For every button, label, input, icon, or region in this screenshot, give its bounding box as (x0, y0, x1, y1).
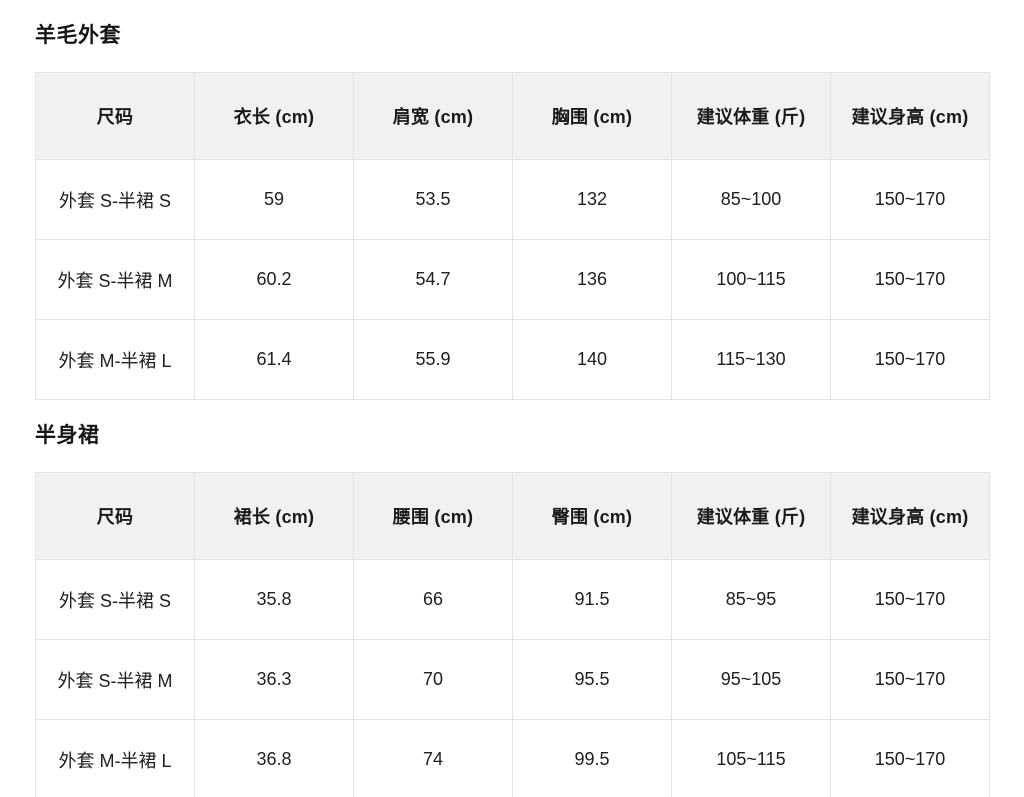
value-cell: 85~95 (671, 559, 831, 640)
value-cell: 115~130 (671, 319, 831, 400)
header-row: 尺码 衣长 (cm) 肩宽 (cm) 胸围 (cm) 建议体重 (斤) 建议身高… (35, 72, 990, 160)
header-cell-hip: 臀围 (cm) (512, 472, 672, 560)
header-row: 尺码 裙长 (cm) 腰围 (cm) 臀围 (cm) 建议体重 (斤) 建议身高… (35, 472, 990, 560)
table-row: 外套 M-半裙 L 61.4 55.9 140 115~130 150~170 (35, 319, 990, 400)
header-cell-suggested-weight: 建议体重 (斤) (671, 72, 831, 160)
coat-size-table: 尺码 衣长 (cm) 肩宽 (cm) 胸围 (cm) 建议体重 (斤) 建议身高… (35, 72, 990, 400)
value-cell: 70 (353, 639, 513, 720)
coat-section-title: 羊毛外套 (35, 24, 121, 47)
value-cell: 95~105 (671, 639, 831, 720)
skirt-section: 半身裙 尺码 裙长 (cm) 腰围 (cm) 臀围 (cm) 建议体重 (斤) … (35, 425, 990, 797)
value-cell: 74 (353, 719, 513, 797)
value-cell: 105~115 (671, 719, 831, 797)
value-cell: 95.5 (512, 639, 672, 720)
value-cell: 150~170 (830, 239, 990, 320)
header-cell-shoulder-width: 肩宽 (cm) (353, 72, 513, 160)
table-row: 外套 S-半裙 S 59 53.5 132 85~100 150~170 (35, 159, 990, 240)
value-cell: 140 (512, 319, 672, 400)
skirt-section-title: 半身裙 (35, 424, 100, 447)
value-cell: 36.3 (194, 639, 354, 720)
table-row: 外套 S-半裙 M 60.2 54.7 136 100~115 150~170 (35, 239, 990, 320)
value-cell: 91.5 (512, 559, 672, 640)
value-cell: 59 (194, 159, 354, 240)
value-cell: 66 (353, 559, 513, 640)
value-cell: 150~170 (830, 639, 990, 720)
coat-section: 羊毛外套 尺码 衣长 (cm) 肩宽 (cm) 胸围 (cm) 建议体重 (斤)… (35, 25, 990, 400)
value-cell: 136 (512, 239, 672, 320)
table-row: 外套 M-半裙 L 36.8 74 99.5 105~115 150~170 (35, 719, 990, 797)
value-cell: 150~170 (830, 319, 990, 400)
skirt-size-table: 尺码 裙长 (cm) 腰围 (cm) 臀围 (cm) 建议体重 (斤) 建议身高… (35, 472, 990, 797)
header-cell-size: 尺码 (35, 472, 195, 560)
value-cell: 132 (512, 159, 672, 240)
value-cell: 36.8 (194, 719, 354, 797)
value-cell: 150~170 (830, 559, 990, 640)
row-label-cell: 外套 S-半裙 S (35, 559, 195, 640)
row-label-cell: 外套 S-半裙 S (35, 159, 195, 240)
header-cell-skirt-length: 裙长 (cm) (194, 472, 354, 560)
value-cell: 150~170 (830, 159, 990, 240)
header-cell-waist: 腰围 (cm) (353, 472, 513, 560)
row-label-cell: 外套 S-半裙 M (35, 639, 195, 720)
header-cell-suggested-height: 建议身高 (cm) (830, 472, 990, 560)
header-cell-size: 尺码 (35, 72, 195, 160)
table-row: 外套 S-半裙 M 36.3 70 95.5 95~105 150~170 (35, 639, 990, 720)
row-label-cell: 外套 S-半裙 M (35, 239, 195, 320)
value-cell: 150~170 (830, 719, 990, 797)
header-cell-suggested-weight: 建议体重 (斤) (671, 472, 831, 560)
value-cell: 54.7 (353, 239, 513, 320)
value-cell: 53.5 (353, 159, 513, 240)
value-cell: 100~115 (671, 239, 831, 320)
header-cell-garment-length: 衣长 (cm) (194, 72, 354, 160)
size-chart-page: 羊毛外套 尺码 衣长 (cm) 肩宽 (cm) 胸围 (cm) 建议体重 (斤)… (35, 25, 990, 797)
value-cell: 55.9 (353, 319, 513, 400)
value-cell: 85~100 (671, 159, 831, 240)
value-cell: 60.2 (194, 239, 354, 320)
table-row: 外套 S-半裙 S 35.8 66 91.5 85~95 150~170 (35, 559, 990, 640)
header-cell-bust: 胸围 (cm) (512, 72, 672, 160)
value-cell: 61.4 (194, 319, 354, 400)
row-label-cell: 外套 M-半裙 L (35, 719, 195, 797)
header-cell-suggested-height: 建议身高 (cm) (830, 72, 990, 160)
value-cell: 35.8 (194, 559, 354, 640)
row-label-cell: 外套 M-半裙 L (35, 319, 195, 400)
value-cell: 99.5 (512, 719, 672, 797)
